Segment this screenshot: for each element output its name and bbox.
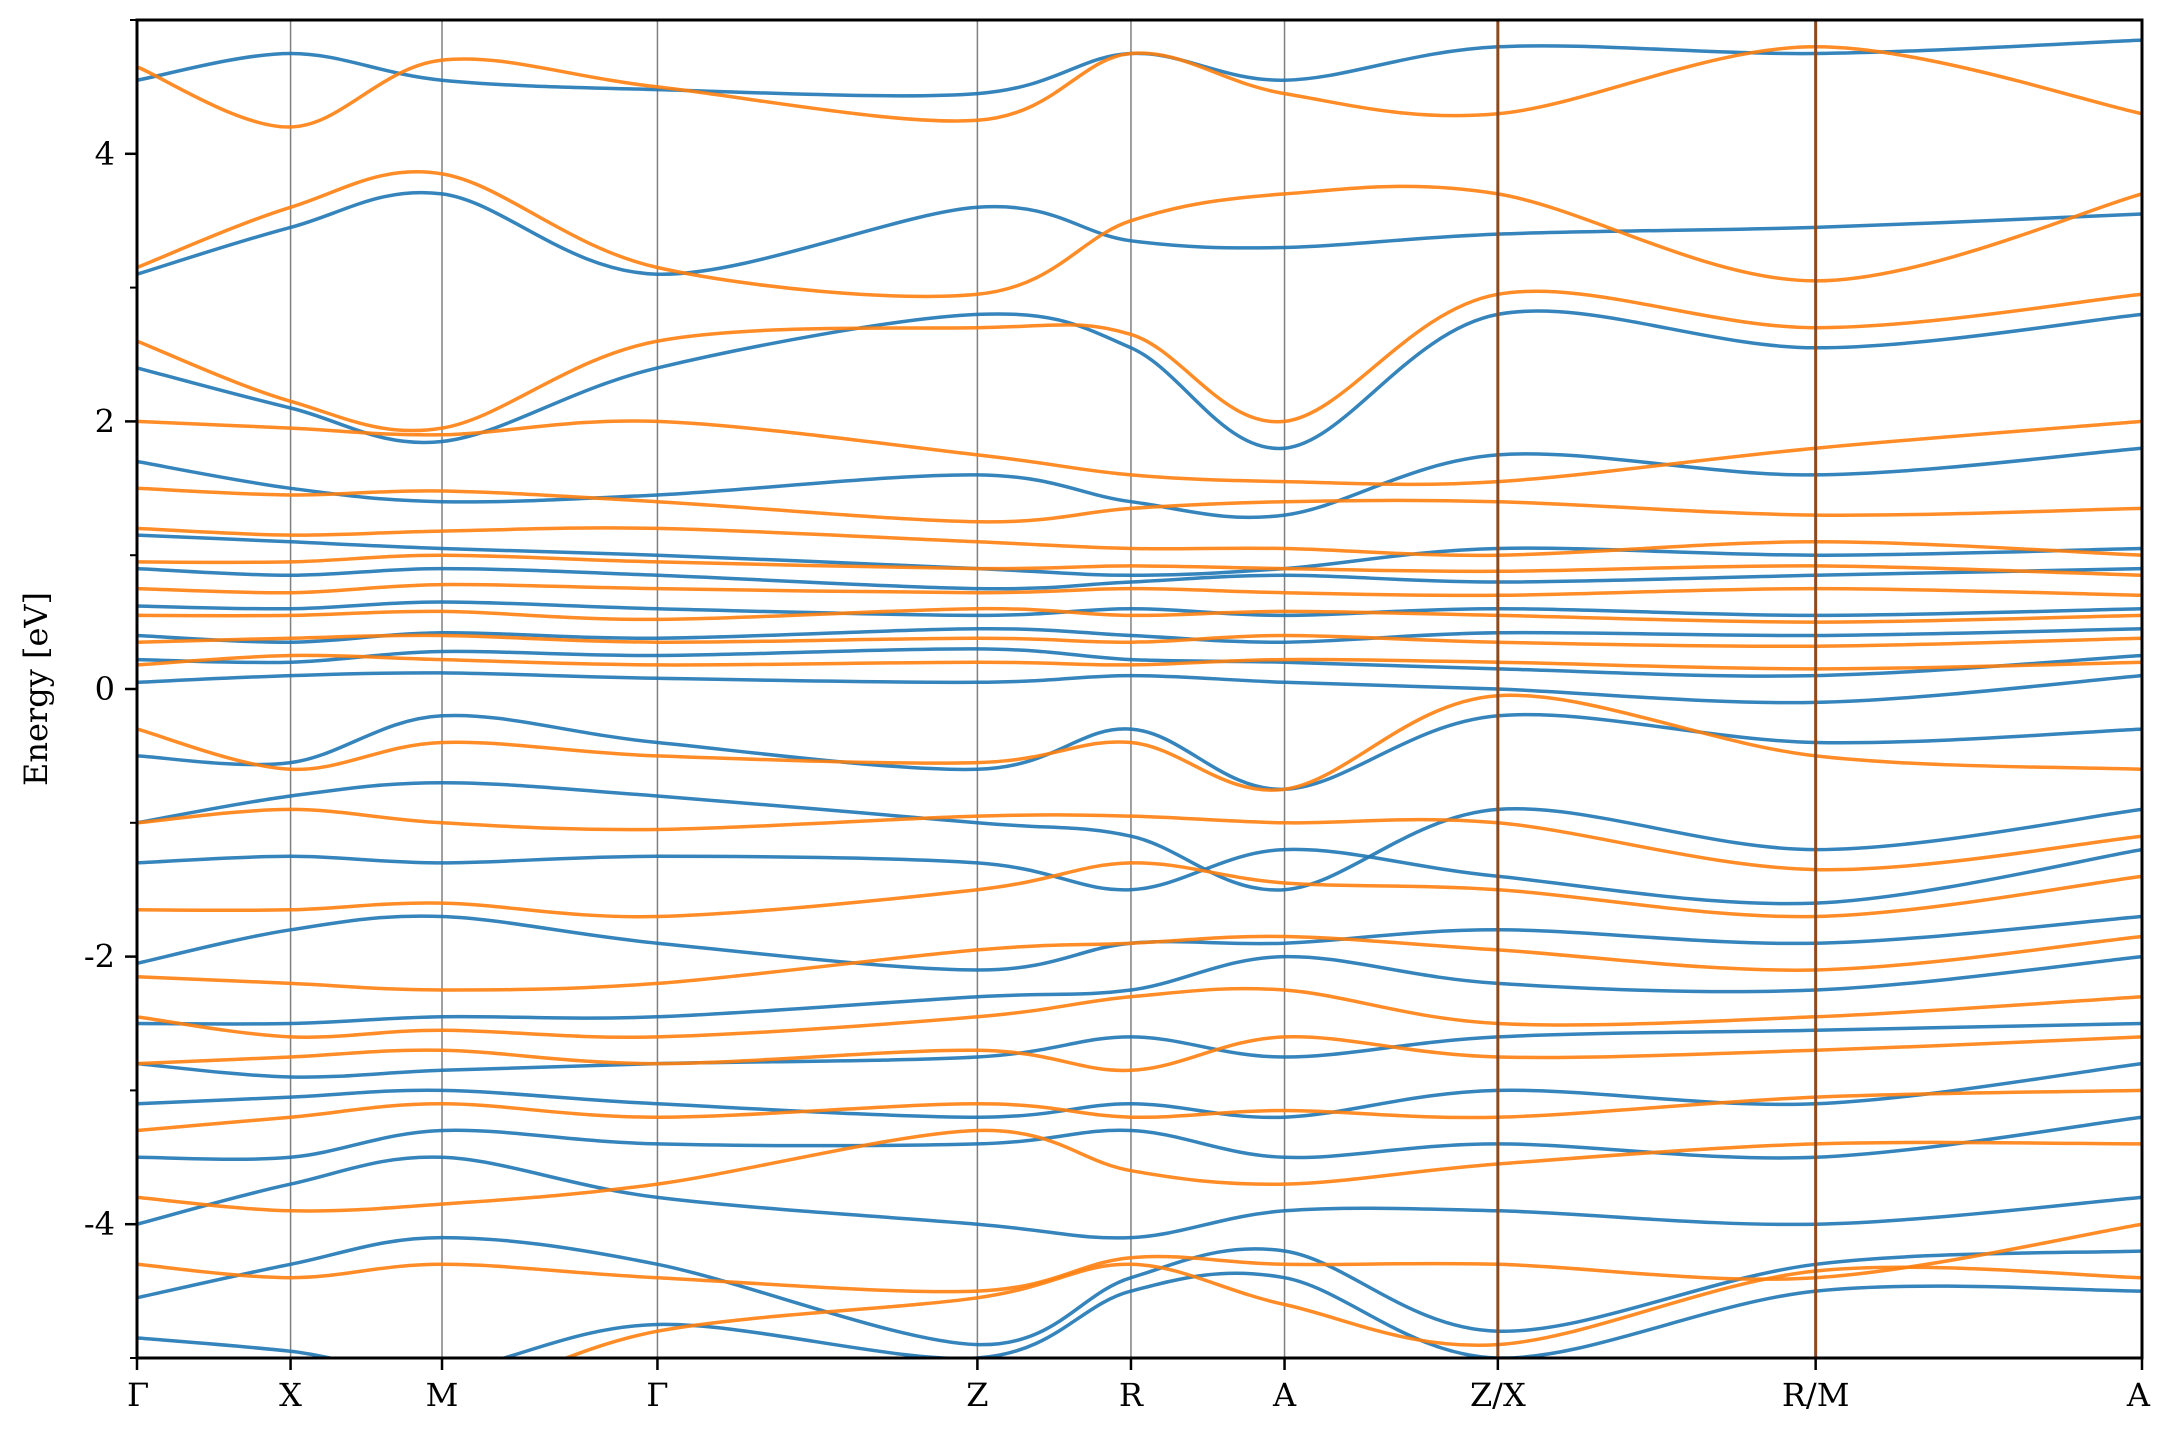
spin-up-band-20 [137,1271,2142,1358]
spin-up-band-6 [137,600,2142,618]
spin-up-band-17 [137,1115,2142,1162]
spin-down-band-14 [137,934,2142,992]
spin-up-band-1 [137,190,2142,276]
spin-down-band-12 [137,807,2142,872]
spin-down-band-9 [137,633,2142,649]
x-tick-label: Γ [127,1376,149,1414]
y-tick-label: -2 [84,938,115,976]
spin-down-band-0 [137,45,2142,129]
spin-down-band-10 [137,653,2142,671]
spin-up-band-10 [137,712,2142,792]
spin-up-band-4 [137,533,2142,578]
spin-up-band-3 [137,446,2142,520]
spin-up-band-16 [137,1061,2142,1120]
spin-up-band-13 [137,914,2142,972]
spin-down-band-7 [137,582,2142,598]
y-tick-label: 2 [95,402,115,440]
x-tick-label: A [1272,1376,1297,1414]
spin-down-band-6 [137,553,2142,578]
x-tick-label: Z [966,1376,988,1414]
band-lines [137,38,2142,1358]
y-tick-label: -4 [84,1205,115,1243]
y-tick-label: 0 [95,670,115,708]
spin-down-band-3 [137,419,2142,487]
spin-down-band-15 [137,986,2142,1039]
x-tick-label: M [426,1376,459,1414]
spin-up-band-5 [137,566,2142,591]
spin-up-band-18 [137,1155,2142,1240]
spin-down-band-19 [137,1222,2142,1294]
spin-up-band-14 [137,954,2142,1026]
spin-down-band-11 [137,693,2142,792]
spin-up-band-9 [137,671,2142,705]
spin-down-band-5 [137,526,2142,558]
x-axis: Γ X M Γ Z R A Z/X R/M A [127,1358,2151,1414]
spin-up-band-11 [137,780,2142,892]
spin-down-band-20 [561,1262,2142,1358]
spin-up-band-12 [137,847,2142,906]
x-tick-label: Γ [646,1376,668,1414]
spin-down-band-17 [137,1088,2142,1133]
spin-down-band-16 [137,1034,2142,1073]
spin-up-band-8 [137,647,2142,678]
x-tick-label: R [1119,1376,1144,1414]
x-tick-label: X [279,1376,302,1414]
x-tick-label: Z/X [1470,1376,1526,1414]
spin-up-band-15 [137,1021,2142,1079]
y-axis: 4 2 0 -2 -4 [84,19,137,1359]
path-break-lines [1496,20,1818,1358]
spin-down-band-1 [137,170,2142,299]
y-tick-label: 4 [95,135,115,173]
spin-down-band-8 [137,606,2142,624]
x-tick-label: R/M [1782,1376,1850,1414]
spin-down-band-13 [137,861,2142,919]
spin-down-band-2 [137,289,2142,433]
spin-down-band-18 [137,1128,2142,1213]
spin-up-band-2 [137,309,2142,450]
x-tick-label: A [2126,1376,2151,1414]
spin-down-band-4 [137,486,2142,524]
y-axis-title: Energy [eV] [17,592,55,786]
